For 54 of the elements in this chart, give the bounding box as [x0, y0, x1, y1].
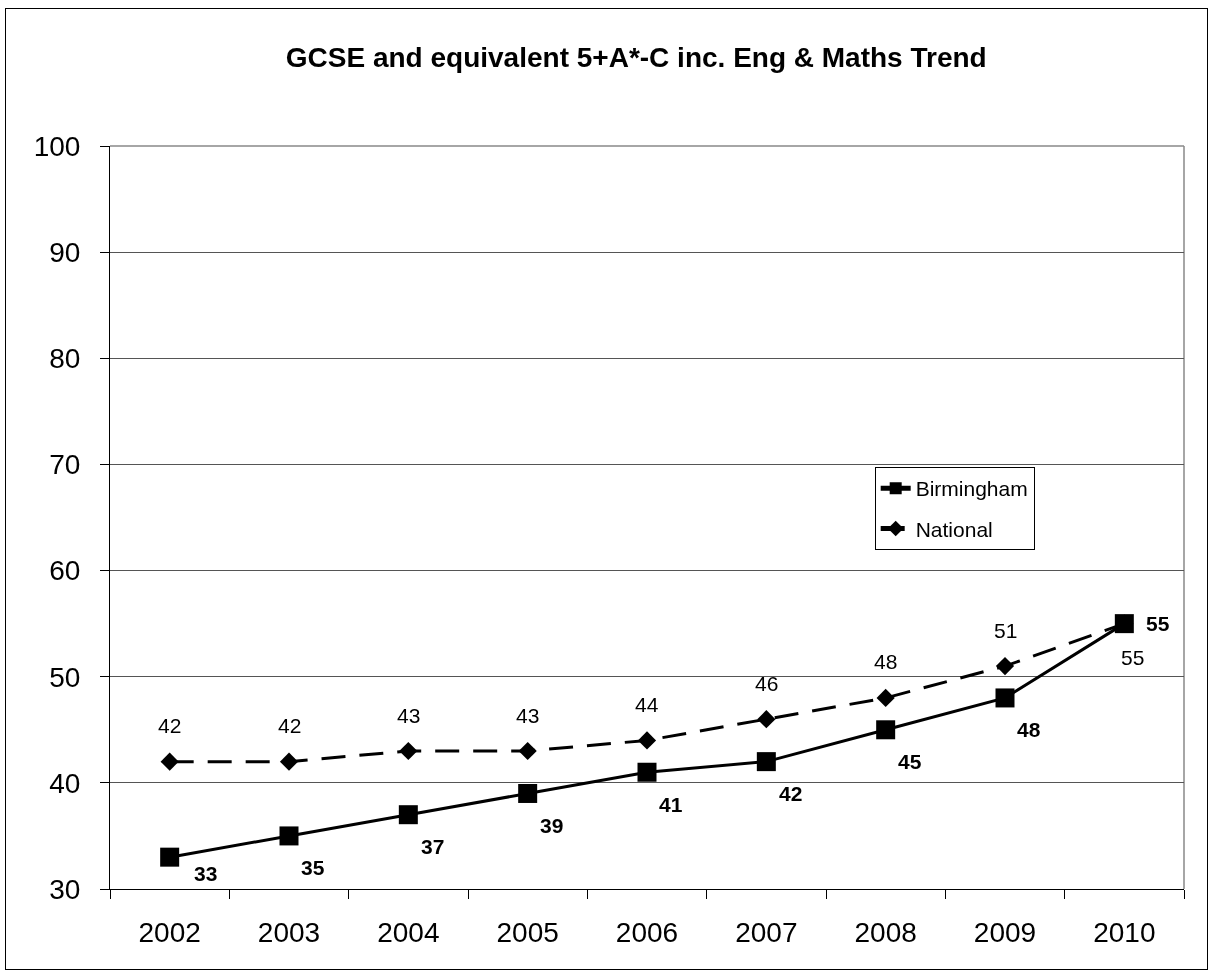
data-label: 55 [1121, 646, 1145, 669]
x-tick-label: 2002 [138, 916, 201, 948]
point [637, 731, 657, 750]
x-tick-label: 2005 [496, 916, 559, 948]
y-tick-label: 90 [49, 236, 81, 268]
data-label: 45 [898, 750, 922, 773]
point [876, 720, 896, 740]
y-tick-label: 80 [49, 343, 81, 375]
x-tick-label: 2003 [257, 916, 321, 948]
data-label: 37 [421, 835, 445, 858]
y-tick-label: 50 [49, 661, 81, 693]
point [160, 847, 180, 867]
x-tick-label: 2009 [973, 916, 1037, 948]
point [757, 710, 776, 729]
point [160, 752, 179, 771]
data-label: 43 [397, 704, 421, 727]
x-tick-label: 2004 [377, 916, 440, 948]
chart-title: GCSE and equivalent 5+A*-C inc. Eng & Maths Trend [285, 41, 987, 73]
data-label: 35 [301, 856, 325, 879]
data-label: 48 [1017, 718, 1041, 741]
y-tick-label: 40 [49, 767, 81, 799]
point [518, 741, 537, 761]
point [398, 805, 418, 825]
point [637, 762, 657, 782]
data-label: 51 [994, 619, 1018, 642]
data-label: 46 [755, 672, 779, 695]
data-label: 39 [540, 814, 564, 837]
point [995, 688, 1015, 708]
point [518, 783, 538, 803]
data-label: 42 [278, 714, 302, 737]
data-label: 41 [659, 793, 683, 816]
point [876, 688, 895, 708]
data-label: 55 [1146, 612, 1170, 635]
data-label: 42 [779, 782, 803, 805]
x-tick-label: 2007 [735, 916, 798, 948]
y-tick-label: 70 [49, 449, 81, 481]
x-tick-label: 2008 [854, 916, 917, 948]
data-label: 48 [874, 650, 898, 673]
data-label: 42 [158, 714, 182, 737]
point [756, 752, 776, 772]
data-label: 44 [635, 693, 659, 716]
data-label: 43 [516, 704, 540, 727]
y-tick-label: 30 [49, 873, 81, 905]
point [279, 752, 299, 771]
point [995, 657, 1015, 676]
data-label: 33 [194, 862, 218, 885]
y-tick-label: 100 [33, 130, 81, 162]
x-tick-label: 2006 [615, 916, 679, 948]
x-tick-label: 2010 [1093, 916, 1156, 948]
point [279, 826, 299, 846]
legend-label: National [915, 517, 993, 541]
point [399, 741, 418, 761]
y-tick-label: 60 [49, 555, 81, 587]
legend-label: Birmingham [915, 477, 1028, 501]
